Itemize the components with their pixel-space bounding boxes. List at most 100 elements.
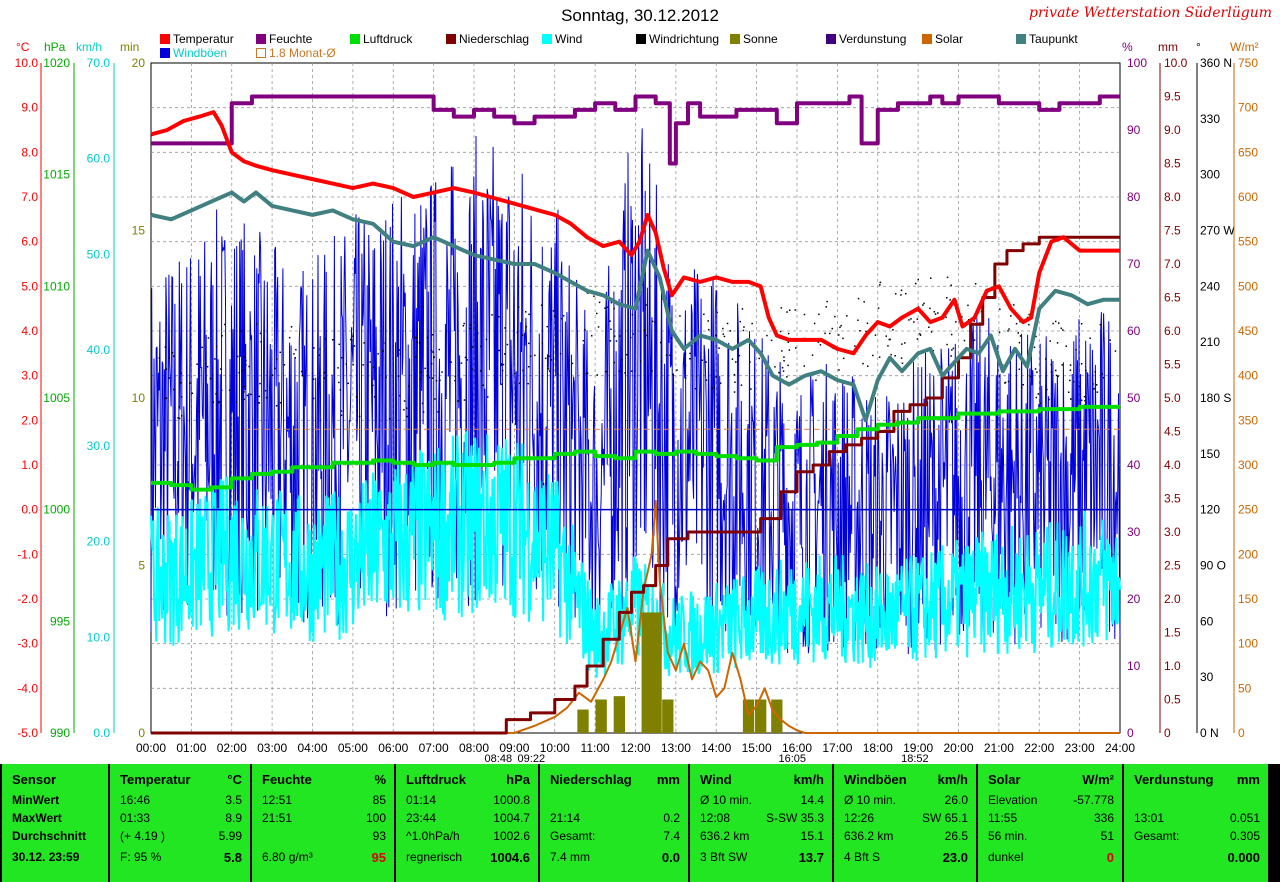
windrichtung-point <box>430 349 433 352</box>
windrichtung-point <box>1037 393 1039 395</box>
windrichtung-point <box>708 328 710 331</box>
windrichtung-point <box>552 310 555 312</box>
windrichtung-point <box>838 334 840 336</box>
table-cell: 636.2 km 15.1 <box>700 829 824 843</box>
tick-kmh: 20.0 <box>87 535 111 549</box>
table-col-temperatur: Temperatur °C 16:46 3.5 01:33 8.9 (+ 4.19 )… <box>110 764 250 882</box>
tick-min: 10 <box>132 391 146 405</box>
windrichtung-point <box>288 336 291 339</box>
windrichtung-point <box>1028 323 1030 326</box>
windrichtung-point <box>352 363 354 366</box>
col-header: Wind km/h <box>700 772 824 787</box>
windrichtung-point <box>930 331 933 333</box>
windrichtung-point <box>711 387 713 390</box>
windrichtung-point <box>632 333 634 335</box>
windrichtung-point <box>527 382 529 385</box>
windrichtung-point <box>596 312 598 315</box>
x-tick-label: 20:00 <box>943 741 973 755</box>
windrichtung-point <box>324 338 327 340</box>
windrichtung-point <box>415 355 417 358</box>
windrichtung-point <box>904 342 906 344</box>
table-cell: Gesamt: 7.4 <box>550 829 680 843</box>
windrichtung-point <box>900 294 902 296</box>
windrichtung-point <box>424 367 426 370</box>
windrichtung-point <box>1080 323 1083 325</box>
windrichtung-point <box>441 371 443 373</box>
windrichtung-point <box>362 364 364 366</box>
windrichtung-point <box>879 284 881 286</box>
windrichtung-point <box>901 343 903 345</box>
windrichtung-point <box>388 418 391 420</box>
tick-temp: 2.0 <box>21 413 38 427</box>
tick-temp: 8.0 <box>21 145 38 159</box>
windrichtung-point <box>1075 349 1077 351</box>
windrichtung-point <box>487 396 489 398</box>
windrichtung-point <box>485 338 488 341</box>
tick-hpa: 1020 <box>43 56 70 70</box>
windrichtung-point <box>584 328 586 331</box>
x-tick-label: 15:00 <box>742 741 772 755</box>
table-col-niederschlag: Niederschlag mm 21:14 0.2 Gesamt: 7.4 7.4 m… <box>540 764 688 882</box>
legend-swatch <box>256 34 266 44</box>
tick-deg: 180 S <box>1200 391 1231 405</box>
tick-mm: 7.0 <box>1164 257 1181 271</box>
windrichtung-point <box>550 318 553 321</box>
windrichtung-point <box>240 330 242 332</box>
windrichtung-point <box>788 349 791 351</box>
windrichtung-point <box>930 277 932 279</box>
windrichtung-point <box>398 349 401 351</box>
windrichtung-point <box>1069 364 1072 366</box>
windrichtung-point <box>631 313 634 316</box>
windrichtung-point <box>598 301 601 304</box>
tick-mm: 8.0 <box>1164 190 1181 204</box>
windrichtung-point <box>811 354 814 356</box>
windrichtung-point <box>915 282 917 285</box>
windrichtung-point <box>1070 398 1072 400</box>
windrichtung-point <box>501 383 503 385</box>
windrichtung-point <box>323 371 325 374</box>
windrichtung-point <box>1035 335 1037 338</box>
windrichtung-point <box>434 398 436 400</box>
table-col-feuchte: Feuchte% 12:51 85 21:51 100 93 6.80 g/m³ 95 <box>252 764 394 882</box>
windrichtung-point <box>1109 339 1111 341</box>
windrichtung-point <box>460 362 463 364</box>
windrichtung-point <box>707 320 709 322</box>
tick-deg: 150 <box>1200 447 1220 461</box>
x-tick-label: 23:00 <box>1065 741 1095 755</box>
legend-feuchte: Feuchte <box>256 32 312 46</box>
tick-wm2: 250 <box>1238 503 1258 517</box>
windrichtung-point <box>1078 385 1081 387</box>
windrichtung-point <box>618 335 621 337</box>
tick-mm: 4.5 <box>1164 425 1181 439</box>
windrichtung-point <box>290 326 293 328</box>
windrichtung-point <box>181 415 183 417</box>
windrichtung-point <box>879 281 882 284</box>
windrichtung-point <box>640 360 642 363</box>
tick-mm: 1.5 <box>1164 626 1181 640</box>
windrichtung-point <box>885 335 887 337</box>
windrichtung-point <box>501 369 504 372</box>
windrichtung-point <box>1055 369 1057 372</box>
windrichtung-point <box>561 317 563 320</box>
windrichtung-point <box>1033 346 1036 349</box>
windrichtung-point <box>1056 342 1059 344</box>
table-cell: 3 Bft SW 13.7 <box>700 850 824 865</box>
col-header: Sensor <box>12 772 57 787</box>
legend-monat-mittel: 1.8 Monat-Ø <box>256 46 336 60</box>
windrichtung-point <box>866 322 869 324</box>
windrichtung-point <box>433 356 435 358</box>
windrichtung-point <box>892 329 894 331</box>
x-tick-label: 24:00 <box>1105 741 1135 755</box>
legend-verdunstung: Verdunstung <box>826 32 906 46</box>
windrichtung-point <box>547 368 550 370</box>
x-tick-label: 02:00 <box>217 741 247 755</box>
tick-deg: 210 <box>1200 335 1220 349</box>
x-tick-label: 06:00 <box>378 741 408 755</box>
windrichtung-point <box>613 335 616 337</box>
windrichtung-point <box>729 330 732 332</box>
windrichtung-point <box>952 347 955 350</box>
windrichtung-point <box>1050 363 1052 366</box>
table-cell: 4 Bft S 23.0 <box>844 850 968 865</box>
tick-pct: 60 <box>1127 324 1141 338</box>
windrichtung-point <box>610 301 613 304</box>
